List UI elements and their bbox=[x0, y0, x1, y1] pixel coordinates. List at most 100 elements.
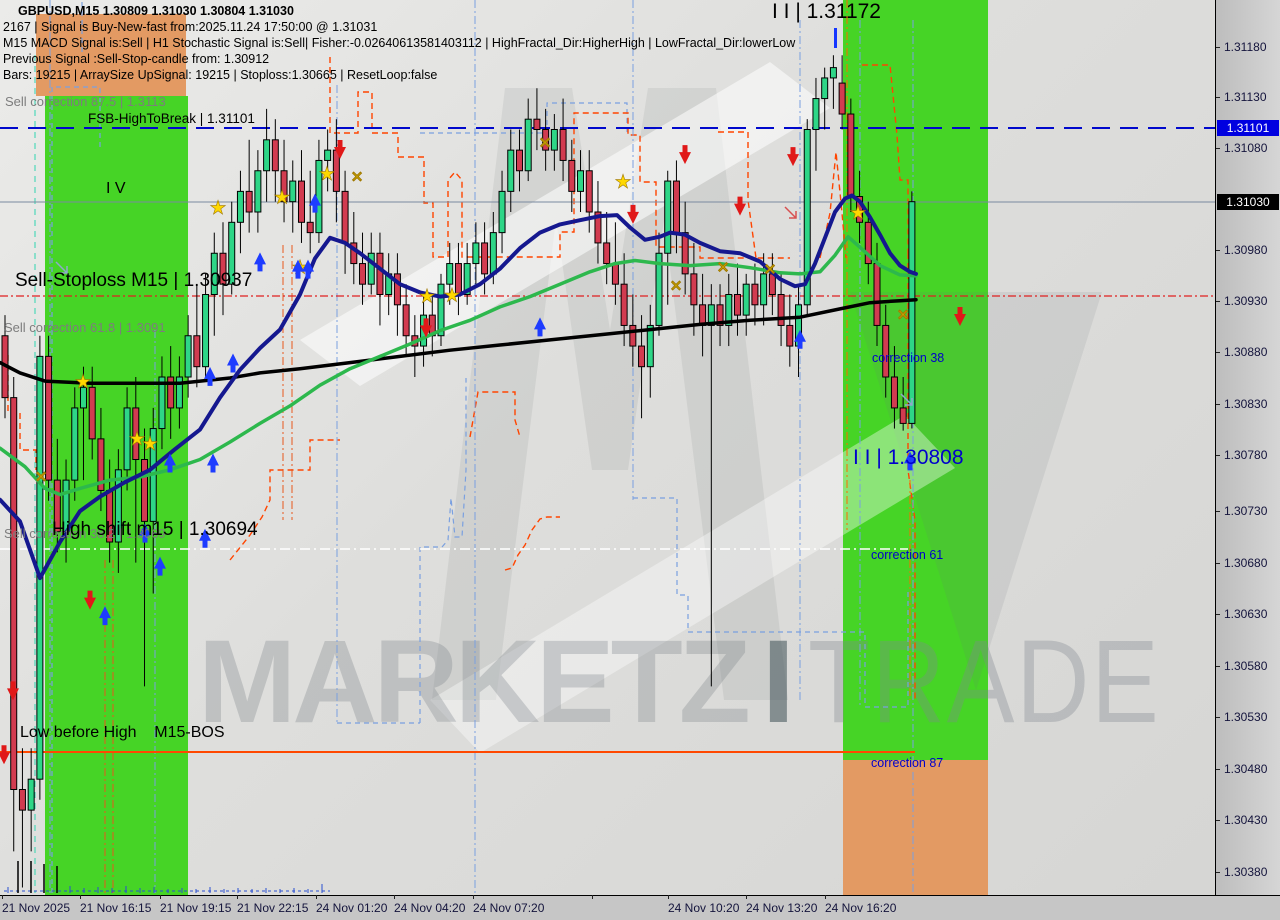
cross-signal-icon: ✕ bbox=[670, 278, 683, 295]
price-label: 1.30830 bbox=[1224, 397, 1268, 411]
price-label: 1.31080 bbox=[1224, 141, 1268, 155]
candle-body bbox=[236, 190, 244, 223]
candle-body bbox=[271, 139, 279, 172]
candle-body bbox=[359, 263, 367, 285]
time-label: 24 Nov 07:20 bbox=[473, 901, 545, 915]
candle-body bbox=[742, 283, 750, 316]
candle-body bbox=[856, 196, 864, 223]
cross-signal-icon: ✕ bbox=[897, 307, 910, 324]
blue-channel-band bbox=[419, 378, 467, 723]
up-arrow-icon bbox=[302, 259, 314, 279]
down-arrow-icon bbox=[787, 147, 799, 167]
candle-body bbox=[210, 252, 218, 295]
candle-body bbox=[193, 335, 201, 368]
price-tick bbox=[1216, 301, 1220, 302]
orange-fractal-band bbox=[862, 64, 909, 253]
candle-body bbox=[341, 190, 349, 244]
candle-body bbox=[18, 788, 26, 811]
orange-fractal-band bbox=[718, 131, 757, 259]
ma-fast-navy bbox=[0, 193, 918, 581]
candle-body bbox=[733, 293, 741, 316]
price-label: 1.30530 bbox=[1224, 710, 1268, 724]
price-tick bbox=[1216, 250, 1220, 251]
candle-body bbox=[263, 139, 271, 172]
candle-body bbox=[10, 397, 18, 790]
candle-body bbox=[890, 376, 898, 409]
time-tick bbox=[668, 895, 669, 899]
ma-mid-green bbox=[0, 234, 918, 497]
candle-body bbox=[899, 407, 907, 424]
down-arrow-icon bbox=[734, 196, 746, 216]
up-arrow-icon bbox=[794, 329, 806, 349]
candle-body bbox=[812, 98, 820, 130]
time-label: 24 Nov 10:20 bbox=[668, 901, 740, 915]
star-signal-icon: ★ bbox=[318, 164, 335, 185]
candle-body bbox=[629, 324, 637, 347]
watermark-text-i: I bbox=[762, 616, 795, 748]
candle-body bbox=[79, 386, 87, 409]
candle-body bbox=[611, 263, 619, 285]
up-arrow-icon bbox=[164, 453, 176, 473]
candle-body bbox=[777, 293, 785, 326]
candle-body bbox=[908, 201, 916, 424]
ma-slow-black bbox=[0, 297, 918, 385]
price-label: 1.31180 bbox=[1224, 40, 1267, 54]
candle-body bbox=[638, 345, 646, 368]
price-tick bbox=[1216, 820, 1220, 821]
down-arrow-icon bbox=[679, 145, 691, 165]
candle-body bbox=[550, 128, 558, 151]
down-arrow-icon bbox=[7, 681, 19, 701]
candle-body bbox=[71, 407, 79, 481]
candle-body bbox=[568, 159, 576, 192]
candle-body bbox=[123, 407, 131, 471]
candle-body bbox=[402, 304, 410, 337]
up-arrow-icon bbox=[207, 453, 219, 473]
up-arrow-icon bbox=[204, 366, 216, 386]
up-arrow-icon bbox=[309, 193, 321, 213]
candle-body bbox=[751, 283, 759, 306]
price-tick bbox=[1216, 97, 1220, 98]
candle-body bbox=[646, 324, 654, 368]
price-tick bbox=[1216, 352, 1220, 353]
time-tick bbox=[160, 895, 161, 899]
candle-body bbox=[437, 283, 445, 337]
star-signal-icon: ★ bbox=[128, 429, 145, 450]
time-axis[interactable]: 21 Nov 2025 21 Nov 16:15 21 Nov 19:15 21 No… bbox=[0, 895, 1280, 920]
candle-body bbox=[594, 211, 602, 244]
candle-body bbox=[254, 170, 262, 213]
candle-body bbox=[114, 469, 122, 543]
price-tick bbox=[1216, 614, 1220, 615]
time-label: 21 Nov 22:15 bbox=[237, 901, 309, 915]
price-label: 1.30380 bbox=[1224, 865, 1268, 879]
candle-body bbox=[306, 221, 314, 234]
candle-body bbox=[821, 77, 829, 100]
time-label: 24 Nov 04:20 bbox=[394, 901, 466, 915]
candle-body bbox=[289, 180, 297, 203]
blue-channel-band bbox=[51, 86, 101, 893]
up-arrow-icon bbox=[904, 451, 916, 471]
time-tick bbox=[316, 895, 317, 899]
time-tick bbox=[592, 895, 593, 899]
price-label: 1.30630 bbox=[1224, 607, 1268, 621]
candle-body bbox=[141, 458, 149, 522]
price-label: 1.30980 bbox=[1224, 243, 1268, 257]
down-arrow-icon bbox=[0, 745, 10, 765]
candle-body bbox=[542, 128, 550, 151]
star-signal-icon: ★ bbox=[849, 203, 866, 224]
up-arrow-icon bbox=[534, 317, 546, 337]
time-label: 21 Nov 19:15 bbox=[160, 901, 232, 915]
candle-body bbox=[62, 479, 70, 533]
candle-body bbox=[681, 232, 689, 275]
candle-body bbox=[45, 355, 53, 481]
price-axis[interactable]: 1.31180 1.31130 1.31080 1.30980 1.30930 1.308… bbox=[1215, 0, 1280, 895]
candle-body bbox=[603, 242, 611, 265]
high-marker-tick bbox=[834, 28, 837, 48]
down-arrow-icon bbox=[420, 318, 432, 338]
candle-body bbox=[158, 376, 166, 430]
candle-body bbox=[725, 293, 733, 326]
candle-body bbox=[786, 324, 794, 347]
price-tick bbox=[1216, 148, 1220, 149]
